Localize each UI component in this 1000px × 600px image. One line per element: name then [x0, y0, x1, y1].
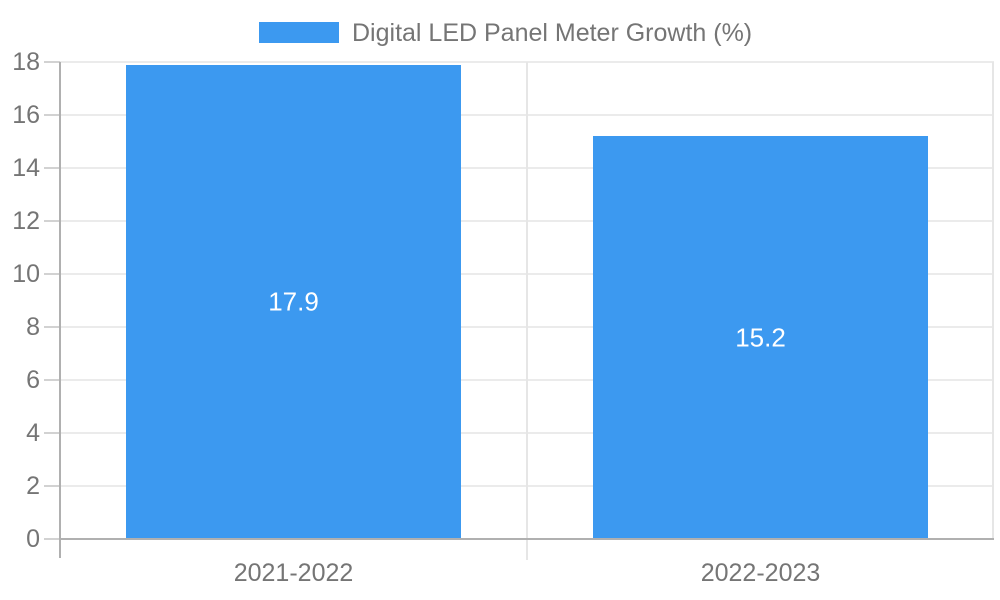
- y-axis-tick: [44, 326, 60, 328]
- x-axis-tick: [526, 539, 528, 560]
- y-axis-label: 8: [26, 313, 40, 341]
- x-axis-label: 2022-2023: [700, 559, 821, 587]
- y-axis-label: 16: [12, 101, 40, 129]
- y-axis-label: 2: [26, 472, 40, 500]
- y-axis-tick: [44, 167, 60, 169]
- category-separator: [526, 62, 528, 539]
- legend-label: Digital LED Panel Meter Growth (%): [352, 19, 753, 47]
- y-axis-label: 4: [26, 419, 40, 447]
- bar[interactable]: [126, 65, 461, 539]
- y-axis-tick: [44, 61, 60, 63]
- bar-value-label: 17.9: [268, 286, 319, 317]
- y-axis-tick: [44, 432, 60, 434]
- y-axis-tick: [44, 273, 60, 275]
- y-axis-tick: [44, 114, 60, 116]
- y-axis-tick: [44, 379, 60, 381]
- y-axis-label: 6: [26, 366, 40, 394]
- plot-right-border: [992, 62, 994, 539]
- y-axis-label: 12: [12, 207, 40, 235]
- bar[interactable]: [593, 136, 928, 539]
- y-axis-tick: [44, 538, 60, 540]
- legend: Digital LED Panel Meter Growth (%): [0, 0, 1000, 50]
- x-axis-label: 2021-2022: [233, 559, 354, 587]
- y-axis-label: 18: [12, 48, 40, 76]
- y-axis-label: 14: [12, 154, 40, 182]
- y-axis-label: 10: [12, 260, 40, 288]
- y-axis-tick: [44, 220, 60, 222]
- legend-swatch: [259, 22, 339, 43]
- x-axis-line: [60, 538, 994, 540]
- y-axis-label: 0: [26, 525, 40, 553]
- bar-value-label: 15.2: [735, 322, 786, 353]
- y-axis-line: [59, 62, 61, 558]
- y-axis-tick: [44, 485, 60, 487]
